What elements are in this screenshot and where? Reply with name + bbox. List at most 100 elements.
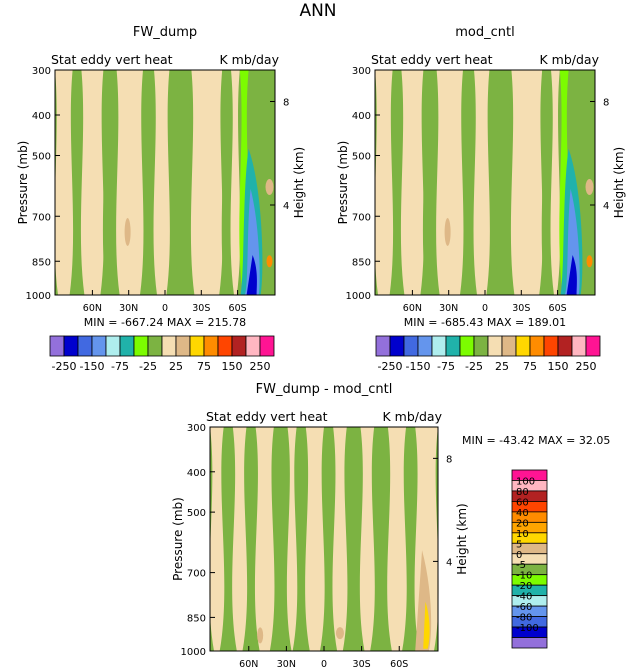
y2-tick-label: 4	[283, 201, 289, 212]
colorbar-label: -25	[465, 360, 483, 373]
colorbar-swatch	[403, 335, 419, 357]
x-tick-label: 30N	[439, 303, 458, 314]
colorbar-swatch	[217, 335, 233, 357]
y2-tick-label: 8	[446, 454, 452, 465]
contour-band	[190, 70, 223, 295]
y-tick-label: 300	[187, 423, 206, 434]
x-tick-label: 30S	[512, 303, 530, 314]
contour-band	[80, 70, 104, 295]
chart-subtitle: Stat eddy vert heat	[51, 52, 173, 67]
y-tick-label: 500	[352, 152, 371, 163]
y-tick-label: 400	[352, 111, 371, 122]
y2-tick-label: 8	[603, 98, 609, 109]
x-tick-label: 30S	[353, 659, 371, 670]
colorbar-label: 75	[197, 360, 211, 373]
colorbar-swatch	[231, 335, 247, 357]
chart-panel-2: FW_dump - mod_cntl Stat eddy vert heat K m…	[171, 382, 610, 670]
chart-units: K mb/day	[220, 52, 280, 67]
figure-title: ANN	[299, 1, 336, 21]
colorbar-label: 60	[516, 497, 529, 508]
colorbar-label: -20	[516, 581, 532, 592]
y-axis-label: Pressure (mb)	[16, 141, 30, 225]
contour-band	[232, 427, 248, 651]
colorbar-0: -250 -150 -75 -25 25 75 150 250	[49, 335, 275, 373]
y-tick-label: 300	[32, 66, 51, 77]
colorbar-label: 100	[516, 476, 535, 487]
colorbar-swatch	[105, 335, 121, 357]
colorbar-swatch	[501, 335, 517, 357]
colorbar-swatch	[133, 335, 149, 357]
x-tick-label: 60S	[229, 303, 247, 314]
contour-band	[423, 601, 430, 649]
stats-text: MIN = -667.24 MAX = 215.78	[84, 316, 246, 329]
contour-spot	[265, 179, 274, 195]
x-tick-label: 60N	[83, 303, 102, 314]
contour-band	[209, 427, 225, 651]
contour-band	[246, 255, 257, 295]
chart-units: K mb/day	[540, 52, 600, 67]
y-tick-label: 400	[187, 468, 206, 479]
colorbar-label: 10	[516, 529, 529, 540]
x-tick-label: 30S	[192, 303, 210, 314]
y-tick-label: 850	[352, 257, 371, 268]
x-tick-label: 30N	[277, 659, 296, 670]
chart-title: FW_dump	[133, 25, 197, 40]
chart-title: mod_cntl	[455, 25, 514, 40]
colorbar-swatch	[511, 637, 548, 649]
colorbar-swatch	[487, 335, 503, 357]
y-tick-label: 850	[187, 613, 206, 624]
x-tick-label: 0	[482, 303, 488, 314]
y-tick-label: 1000	[346, 291, 371, 302]
colorbar-1: -250 -150 -75 -25 25 75 150 250	[375, 335, 601, 373]
contour-band	[221, 70, 232, 295]
contour-band	[374, 70, 394, 295]
y-tick-label: 500	[187, 508, 206, 519]
y2-axis-label: Height (km)	[455, 503, 469, 574]
contour-band	[541, 70, 552, 295]
colorbar-swatch	[445, 335, 461, 357]
colorbar-label: 40	[516, 508, 529, 519]
colorbar-label: -75	[437, 360, 455, 373]
chart-subtitle: Stat eddy vert heat	[206, 409, 328, 424]
contour-spot	[586, 255, 593, 268]
colorbar-label: -150	[406, 360, 431, 373]
colorbar-swatch	[77, 335, 93, 357]
y2-axis-label: Height (km)	[612, 147, 626, 218]
chart-units: K mb/day	[383, 409, 443, 424]
colorbar-swatch	[431, 335, 447, 357]
colorbar-label: 25	[169, 360, 183, 373]
contour-band	[400, 70, 424, 295]
stats-text: MIN = -43.42 MAX = 32.05	[462, 434, 610, 447]
contour-band	[359, 427, 375, 651]
colorbar-label: 250	[576, 360, 597, 373]
colorbar-swatch	[585, 335, 601, 357]
colorbar-swatch	[571, 335, 587, 357]
contour-spot	[444, 218, 451, 246]
colorbar-label: 80	[516, 487, 529, 498]
colorbar-swatch	[63, 335, 79, 357]
y-axis-label: Pressure (mb)	[336, 141, 350, 225]
colorbar-swatch	[49, 335, 65, 357]
y-tick-label: 700	[187, 569, 206, 580]
y-tick-label: 500	[32, 152, 51, 163]
contour-band	[550, 70, 561, 295]
contour-spot	[257, 627, 264, 644]
contour-spot	[585, 179, 594, 195]
contour-spot	[335, 627, 344, 640]
contour-band	[510, 70, 543, 295]
colorbar-swatch	[473, 335, 489, 357]
colorbar-label: -80	[516, 613, 532, 624]
colorbar-swatch	[175, 335, 191, 357]
colorbar-label: -100	[516, 623, 539, 634]
x-tick-label: 0	[162, 303, 168, 314]
contour-band	[254, 427, 275, 651]
contour-spot	[124, 218, 131, 246]
contour-band	[387, 427, 407, 651]
colorbar-swatch	[161, 335, 177, 357]
y-tick-label: 400	[32, 111, 51, 122]
contour-band	[175, 70, 192, 295]
contour-band	[305, 427, 325, 651]
y2-tick-label: 4	[446, 557, 452, 568]
colorbar-label: -60	[516, 602, 532, 613]
x-tick-label: 60N	[239, 659, 258, 670]
